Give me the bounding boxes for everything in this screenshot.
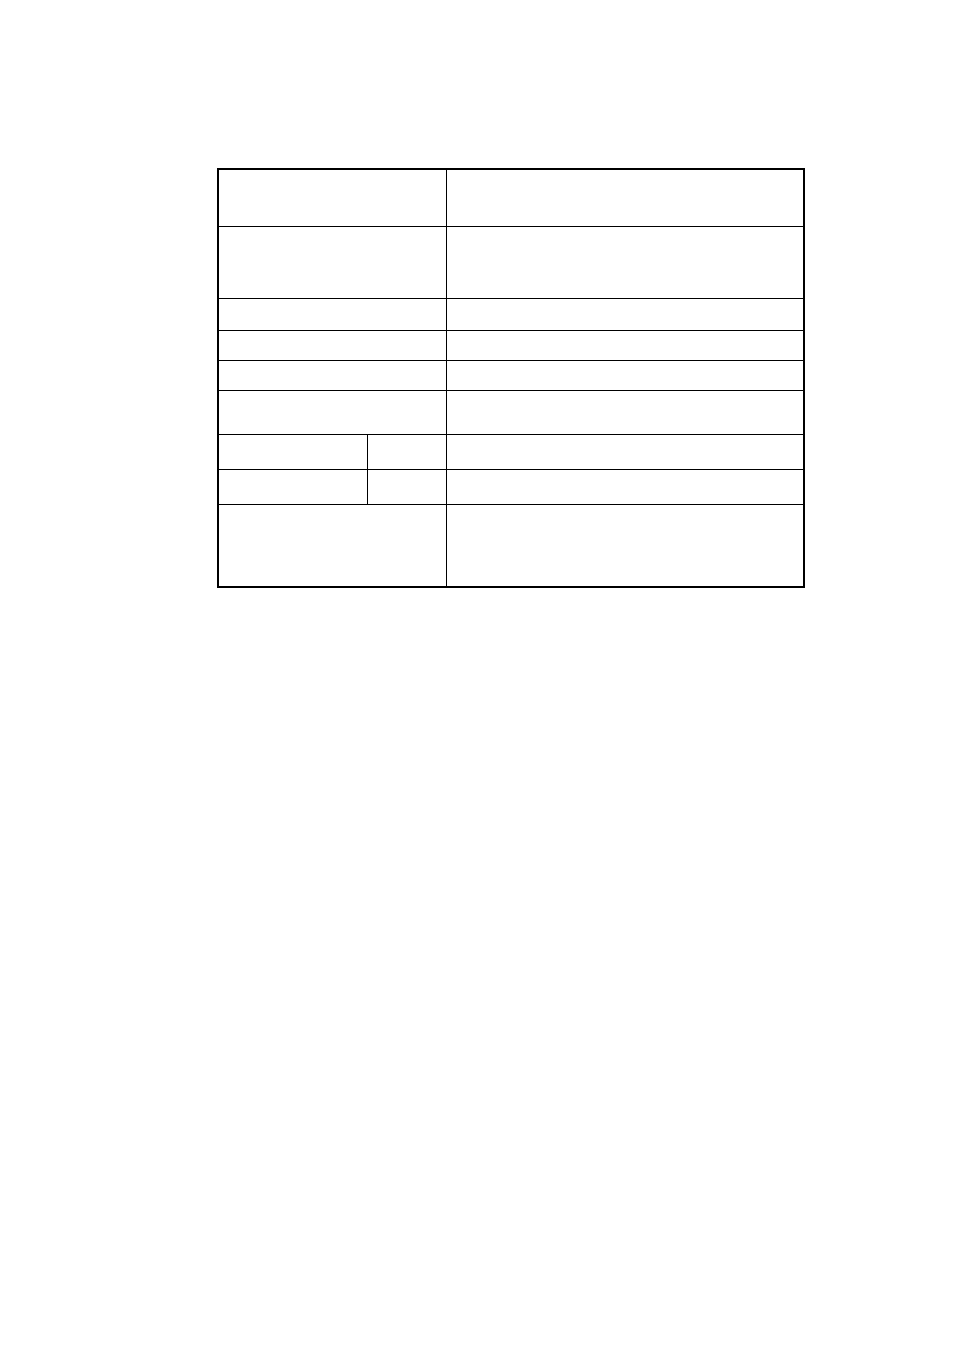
- table-cell-right: [447, 435, 803, 504]
- table-cell-right: [447, 391, 803, 434]
- table-cell-left: [219, 505, 447, 586]
- table-cell-left: [219, 227, 447, 298]
- table-row: [219, 360, 803, 390]
- table-cell-left: [219, 435, 447, 504]
- nested-cell-left: [219, 470, 367, 504]
- nested-row: [447, 469, 803, 504]
- nested-right-value: [447, 470, 803, 504]
- table-row: [219, 390, 803, 434]
- nested-row: [219, 435, 446, 469]
- nested-cell-right: [367, 435, 446, 469]
- nested-cell-right: [367, 470, 446, 504]
- table-cell-right: [447, 227, 803, 298]
- table-row: [219, 226, 803, 298]
- table-row: [219, 298, 803, 330]
- table-cell-left: [219, 331, 447, 360]
- table-cell-right: [447, 170, 803, 226]
- table-row: [219, 504, 803, 586]
- table-row-nested: [219, 434, 803, 504]
- nested-row: [219, 469, 446, 504]
- spec-table: [217, 168, 805, 588]
- table-cell-left: [219, 391, 447, 434]
- table-row: [219, 170, 803, 226]
- nested-right-value: [447, 435, 803, 469]
- table-cell-right: [447, 505, 803, 586]
- table-row: [219, 330, 803, 360]
- table-cell-right: [447, 361, 803, 390]
- table-cell-right: [447, 331, 803, 360]
- table-cell-left: [219, 170, 447, 226]
- nested-row: [447, 435, 803, 469]
- table-cell-left: [219, 361, 447, 390]
- table-cell-left: [219, 299, 447, 330]
- table-cell-right: [447, 299, 803, 330]
- nested-cell-left: [219, 435, 367, 469]
